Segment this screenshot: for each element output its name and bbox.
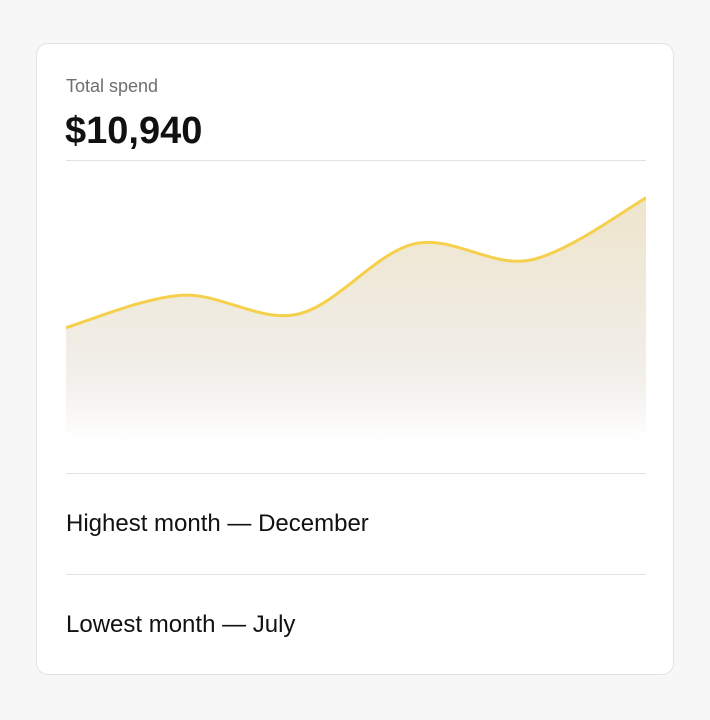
divider — [66, 473, 646, 474]
spend-card: Total spend $10,940 Highest month — Dece… — [36, 43, 674, 675]
divider — [66, 160, 646, 161]
area-line — [66, 196, 646, 330]
divider — [66, 574, 646, 575]
chart — [66, 196, 646, 441]
highlight-text: Highest month — December — [66, 510, 369, 537]
highlight-text: Lowest month — July — [66, 611, 296, 638]
total-amount: $10,940 — [65, 110, 203, 152]
card-label: Total spend — [66, 76, 159, 96]
area-fill — [66, 198, 646, 441]
